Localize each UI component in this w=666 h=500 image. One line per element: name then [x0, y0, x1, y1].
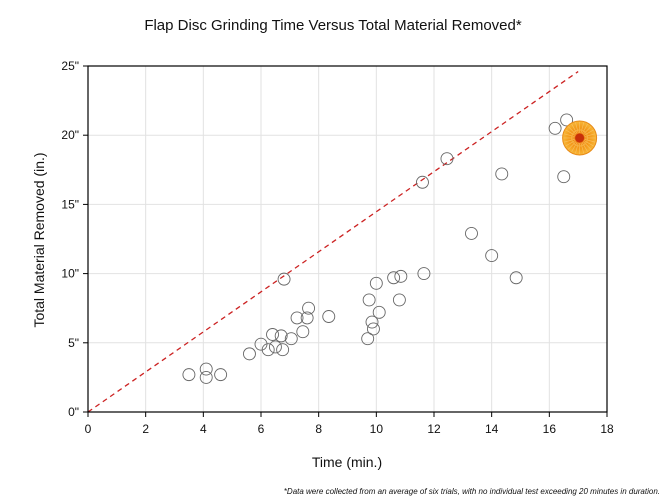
grid — [88, 66, 607, 412]
data-point — [284, 332, 298, 346]
chart-title: Flap Disc Grinding Time Versus Total Mat… — [144, 17, 522, 34]
data-point — [199, 370, 213, 384]
highlight-point — [562, 120, 598, 156]
plot-frame — [87, 65, 608, 413]
x-tick-label: 16 — [543, 422, 557, 436]
data-point — [365, 315, 379, 329]
highlight-ray — [571, 123, 578, 134]
x-tick-label: 10 — [370, 422, 384, 436]
data-point — [485, 249, 499, 263]
highlight-ring — [571, 129, 589, 147]
data-point — [243, 347, 256, 361]
x-tick-label: 6 — [258, 422, 265, 436]
highlight-ray — [584, 138, 596, 143]
highlight-ray — [575, 122, 579, 134]
ticks-layer: 0 2 4 6 8 10 12 14 16 18 0" 5" 10" 15" 20" 25" — [61, 59, 614, 436]
highlight-ray — [580, 142, 585, 154]
x-tick-label: 12 — [427, 422, 441, 436]
highlight-ray — [571, 142, 578, 152]
reference-line-layer — [87, 71, 579, 413]
data-point — [277, 272, 291, 286]
y-tick-label: 10" — [61, 267, 79, 281]
highlight-ray — [582, 141, 592, 150]
x-axis-label: Time (min.) — [312, 454, 382, 470]
data-point — [560, 113, 574, 127]
data-point — [290, 311, 304, 325]
data-point — [372, 305, 386, 319]
highlight-ray — [583, 129, 594, 136]
x-tick-label: 4 — [200, 422, 207, 436]
highlight-ray — [580, 122, 585, 134]
data-point — [557, 170, 571, 184]
highlight-core — [575, 133, 585, 143]
data-point — [387, 271, 401, 285]
y-axis-label: Total Material Removed (in.) — [31, 152, 47, 327]
data-point — [509, 271, 523, 285]
data-point — [361, 332, 375, 346]
highlight-ray — [565, 129, 576, 136]
data-point — [369, 276, 383, 290]
y-tick-label: 20" — [61, 128, 79, 142]
points-layer — [182, 113, 598, 384]
highlight-ray — [575, 142, 579, 154]
data-point — [367, 322, 380, 336]
data-point — [322, 310, 336, 323]
data-point — [266, 328, 279, 341]
highlight-ray — [568, 126, 577, 135]
highlight-ray — [581, 142, 588, 152]
footnote: *Data were collected from an average of … — [284, 487, 660, 496]
data-point — [417, 267, 431, 281]
data-point — [465, 227, 478, 240]
data-point — [268, 340, 282, 354]
x-tick-label: 14 — [485, 422, 499, 436]
highlight-ray — [583, 140, 594, 147]
y-tick-label: 25" — [61, 59, 79, 73]
highlight-ray — [582, 126, 592, 135]
data-point — [276, 343, 290, 357]
highlight-ray — [564, 133, 575, 138]
data-point — [302, 301, 316, 315]
highlight-ray — [565, 140, 576, 147]
data-point — [416, 175, 429, 189]
data-point — [274, 329, 288, 343]
y-tick-label: 5" — [68, 336, 79, 350]
highlight-ray — [564, 138, 575, 143]
data-point — [199, 362, 213, 376]
highlight-ray — [581, 123, 588, 134]
y-tick-label: 0" — [68, 405, 79, 419]
data-point — [300, 311, 314, 325]
highlight-ray — [584, 133, 596, 138]
data-point — [261, 343, 275, 357]
data-point — [495, 167, 509, 181]
highlight-ray — [568, 141, 577, 150]
data-point — [182, 368, 196, 382]
data-point — [548, 121, 562, 135]
y-tick-label: 15" — [61, 197, 79, 211]
data-point — [440, 152, 454, 166]
reference-line — [87, 71, 579, 413]
x-tick-label: 0 — [85, 422, 92, 436]
data-point — [296, 325, 310, 339]
data-point — [392, 293, 406, 307]
data-point — [214, 368, 228, 382]
x-tick-label: 2 — [142, 422, 149, 436]
data-point — [394, 269, 408, 283]
x-tick-label: 18 — [600, 422, 614, 436]
data-point — [362, 293, 376, 307]
x-tick-label: 8 — [315, 422, 322, 436]
